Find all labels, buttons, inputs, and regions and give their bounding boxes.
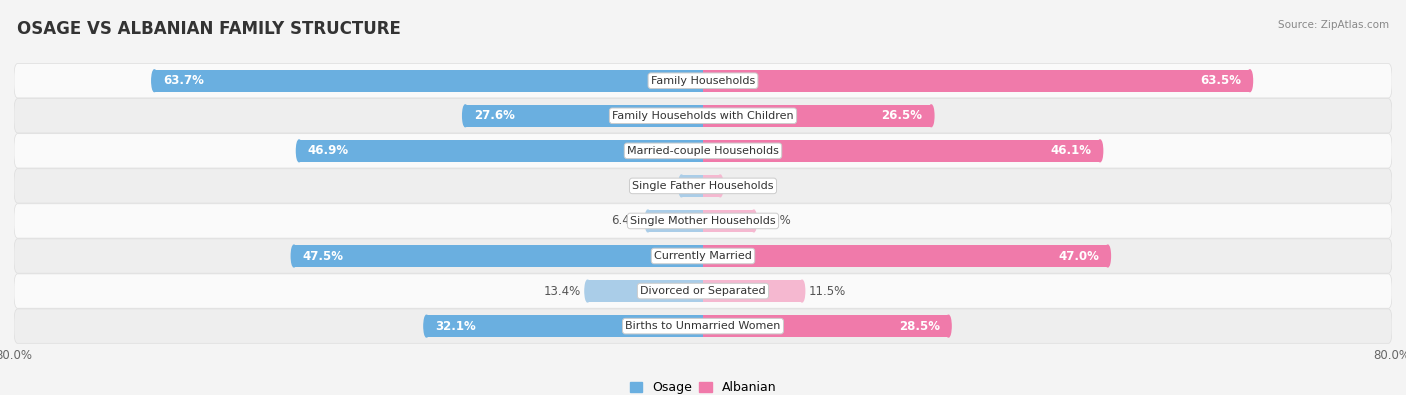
Circle shape — [800, 280, 804, 302]
Text: 27.6%: 27.6% — [474, 109, 515, 122]
Legend: Osage, Albanian: Osage, Albanian — [624, 376, 782, 395]
FancyBboxPatch shape — [14, 309, 1392, 343]
Circle shape — [1105, 245, 1111, 267]
Text: Married-couple Households: Married-couple Households — [627, 146, 779, 156]
Bar — [426, 315, 703, 337]
Bar — [299, 140, 703, 162]
FancyBboxPatch shape — [14, 204, 1392, 238]
Text: 63.7%: 63.7% — [163, 74, 204, 87]
Circle shape — [1097, 140, 1102, 162]
Text: 28.5%: 28.5% — [898, 320, 939, 333]
Text: 2.0%: 2.0% — [727, 179, 756, 192]
Bar — [703, 70, 1250, 92]
Circle shape — [463, 105, 468, 127]
FancyBboxPatch shape — [14, 274, 1392, 308]
Bar — [682, 175, 703, 197]
Text: 2.5%: 2.5% — [645, 179, 675, 192]
Circle shape — [717, 175, 723, 197]
Text: 63.5%: 63.5% — [1201, 74, 1241, 87]
Bar — [648, 210, 703, 232]
Bar — [703, 280, 801, 302]
Text: 6.4%: 6.4% — [612, 214, 641, 228]
Text: Single Mother Households: Single Mother Households — [630, 216, 776, 226]
Text: Currently Married: Currently Married — [654, 251, 752, 261]
Text: 26.5%: 26.5% — [882, 109, 922, 122]
Bar — [703, 315, 949, 337]
Circle shape — [297, 140, 302, 162]
Text: Family Households with Children: Family Households with Children — [612, 111, 794, 121]
Circle shape — [585, 280, 591, 302]
Circle shape — [1247, 70, 1253, 92]
FancyBboxPatch shape — [14, 64, 1392, 98]
FancyBboxPatch shape — [14, 99, 1392, 133]
Circle shape — [152, 70, 157, 92]
Circle shape — [423, 315, 429, 337]
Bar — [703, 105, 931, 127]
Circle shape — [751, 210, 756, 232]
FancyBboxPatch shape — [14, 134, 1392, 168]
Text: 47.5%: 47.5% — [302, 250, 343, 263]
Text: Family Households: Family Households — [651, 76, 755, 86]
Text: 47.0%: 47.0% — [1059, 250, 1099, 263]
FancyBboxPatch shape — [14, 239, 1392, 273]
Text: 11.5%: 11.5% — [808, 284, 846, 297]
Text: 46.9%: 46.9% — [308, 144, 349, 157]
Circle shape — [645, 210, 651, 232]
Circle shape — [679, 175, 685, 197]
Bar — [703, 175, 720, 197]
FancyBboxPatch shape — [14, 169, 1392, 203]
Text: 13.4%: 13.4% — [544, 284, 581, 297]
Circle shape — [946, 315, 950, 337]
Bar — [703, 140, 1099, 162]
Text: Source: ZipAtlas.com: Source: ZipAtlas.com — [1278, 20, 1389, 30]
Bar — [703, 210, 754, 232]
Bar — [465, 105, 703, 127]
Text: Single Father Households: Single Father Households — [633, 181, 773, 191]
Text: Births to Unmarried Women: Births to Unmarried Women — [626, 321, 780, 331]
Bar — [588, 280, 703, 302]
Text: 32.1%: 32.1% — [436, 320, 475, 333]
Text: Divorced or Separated: Divorced or Separated — [640, 286, 766, 296]
Bar — [703, 245, 1108, 267]
Text: 46.1%: 46.1% — [1050, 144, 1091, 157]
Bar — [155, 70, 703, 92]
Text: 5.9%: 5.9% — [761, 214, 790, 228]
Bar — [294, 245, 703, 267]
Circle shape — [928, 105, 934, 127]
Text: OSAGE VS ALBANIAN FAMILY STRUCTURE: OSAGE VS ALBANIAN FAMILY STRUCTURE — [17, 20, 401, 38]
Circle shape — [291, 245, 297, 267]
